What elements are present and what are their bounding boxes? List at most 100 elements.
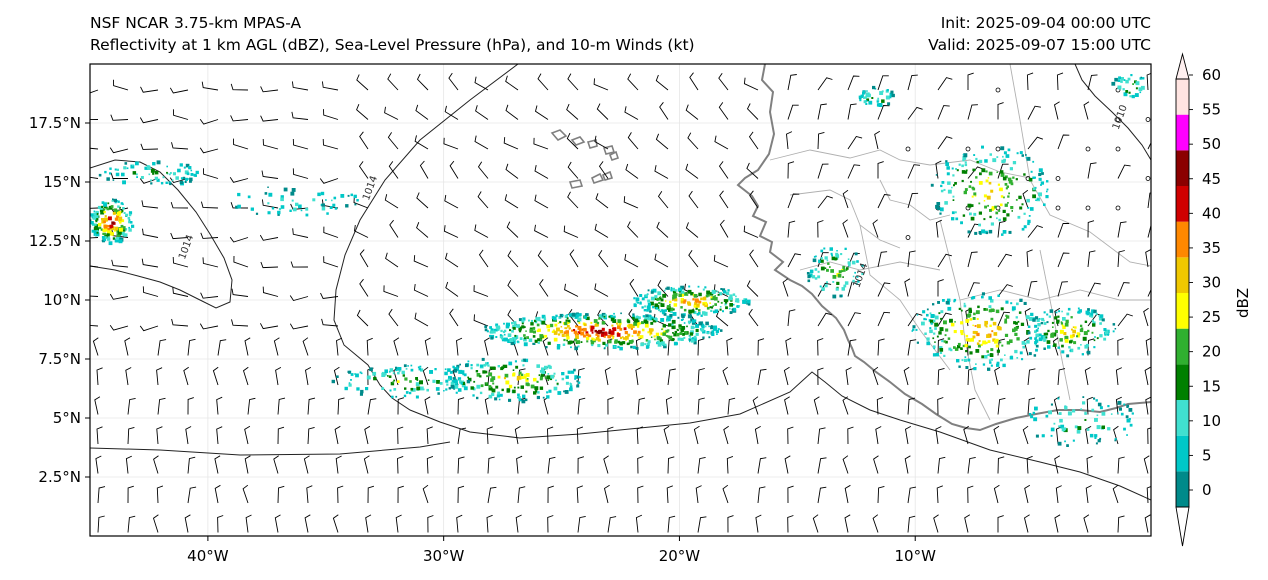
reflectivity-cell [1045, 414, 1049, 418]
reflectivity-cell [90, 221, 94, 225]
wind-barb [817, 282, 832, 297]
reflectivity-cell [711, 330, 715, 333]
reflectivity-cell [923, 317, 926, 321]
reflectivity-cell [1071, 328, 1073, 331]
reflectivity-cell [156, 178, 160, 182]
reflectivity-cell [484, 325, 487, 329]
reflectivity-cell [560, 326, 563, 328]
wind-barb [685, 163, 699, 179]
reflectivity-cell [967, 203, 972, 208]
wind-barb [201, 81, 219, 91]
wind-barb [547, 456, 556, 474]
reflectivity-cell [1002, 176, 1007, 181]
reflectivity-cell [594, 329, 597, 333]
reflectivity-cell [689, 339, 691, 341]
reflectivity-cell [698, 292, 702, 297]
reflectivity-cell [381, 371, 384, 374]
reflectivity-cell [1004, 320, 1008, 324]
wind-barb [1057, 134, 1070, 150]
wind-barb [542, 337, 549, 356]
wind-barb [486, 514, 493, 533]
reflectivity-cell [1002, 230, 1007, 234]
reflectivity-cell [1010, 182, 1014, 186]
reflectivity-cell [553, 337, 558, 342]
wind-barb [110, 172, 128, 179]
x-axis: 40°W 30°W 20°W 10°W [187, 536, 936, 565]
reflectivity-cell [996, 361, 1000, 365]
reflectivity-cell [514, 334, 517, 337]
reflectivity-cell [978, 181, 983, 185]
reflectivity-cell [571, 312, 576, 317]
reflectivity-cell [662, 332, 666, 336]
reflectivity-cell [652, 306, 655, 309]
reflectivity-cell [613, 315, 616, 319]
reflectivity-cell [1126, 418, 1131, 423]
wind-barb [1117, 338, 1124, 356]
reflectivity-cell [189, 179, 192, 183]
reflectivity-cell [809, 269, 814, 274]
reflectivity-cell [530, 319, 534, 323]
reflectivity-cell [154, 170, 159, 175]
wind-barb [1085, 485, 1092, 504]
reflectivity-cell [518, 396, 521, 399]
reflectivity-cell [419, 380, 423, 385]
wind-barb [142, 228, 159, 238]
reflectivity-cell [445, 388, 448, 391]
reflectivity-cell [550, 374, 555, 379]
wind-barb [993, 484, 1000, 504]
wind-barb [292, 228, 309, 238]
reflectivity-cell [354, 203, 357, 206]
reflectivity-cell [1090, 312, 1094, 316]
wind-barb [933, 514, 939, 533]
reflectivity-cell [630, 345, 633, 349]
wind-barb [384, 194, 399, 209]
reflectivity-cell [691, 337, 694, 340]
reflectivity-cell [633, 321, 638, 326]
reflectivity-cell [645, 345, 650, 349]
reflectivity-cell [530, 328, 532, 331]
wind-barb [109, 324, 129, 331]
reflectivity-cell [1097, 439, 1101, 443]
reflectivity-cell [549, 323, 554, 328]
reflectivity-cell [680, 306, 683, 309]
reflectivity-cell [130, 164, 135, 169]
wind-barb [359, 278, 369, 297]
wind-barb [566, 103, 579, 120]
reflectivity-cell [611, 324, 614, 327]
reflectivity-cell [999, 187, 1003, 192]
reflectivity-cell [969, 318, 973, 321]
reflectivity-cell [1022, 345, 1025, 349]
wind-barb [214, 455, 221, 474]
reflectivity-cell [661, 309, 666, 314]
reflectivity-cell [1026, 198, 1030, 203]
reflectivity-cell [295, 202, 299, 207]
reflectivity-cell [97, 205, 101, 209]
reflectivity-cell [951, 186, 953, 189]
reflectivity-cell [813, 255, 816, 258]
wind-barb [262, 138, 279, 150]
reflectivity-cell [109, 172, 112, 175]
x-tick-label: 30°W [423, 547, 465, 565]
wind-barb [1055, 485, 1062, 504]
reflectivity-cell [1064, 406, 1068, 410]
reflectivity-cell [454, 385, 459, 389]
reflectivity-cell [938, 312, 941, 315]
reflectivity-cell [128, 226, 130, 229]
reflectivity-cell [842, 268, 846, 272]
reflectivity-cell [960, 321, 964, 325]
reflectivity-cell [1004, 318, 1007, 322]
reflectivity-cell [649, 314, 652, 317]
reflectivity-cell [467, 376, 469, 379]
reflectivity-cell [945, 162, 949, 166]
wind-barb [1057, 281, 1068, 297]
wind-barb [964, 514, 971, 533]
reflectivity-cell [250, 207, 254, 211]
wind-barb [537, 73, 549, 91]
colorbar-tick-label: 10 [1202, 412, 1221, 430]
reflectivity-cell [515, 365, 519, 369]
wind-barb [517, 486, 526, 504]
reflectivity-cell [623, 327, 627, 331]
reflectivity-cell [656, 336, 661, 340]
wind-barb [259, 234, 279, 241]
wind-barb [199, 323, 219, 330]
